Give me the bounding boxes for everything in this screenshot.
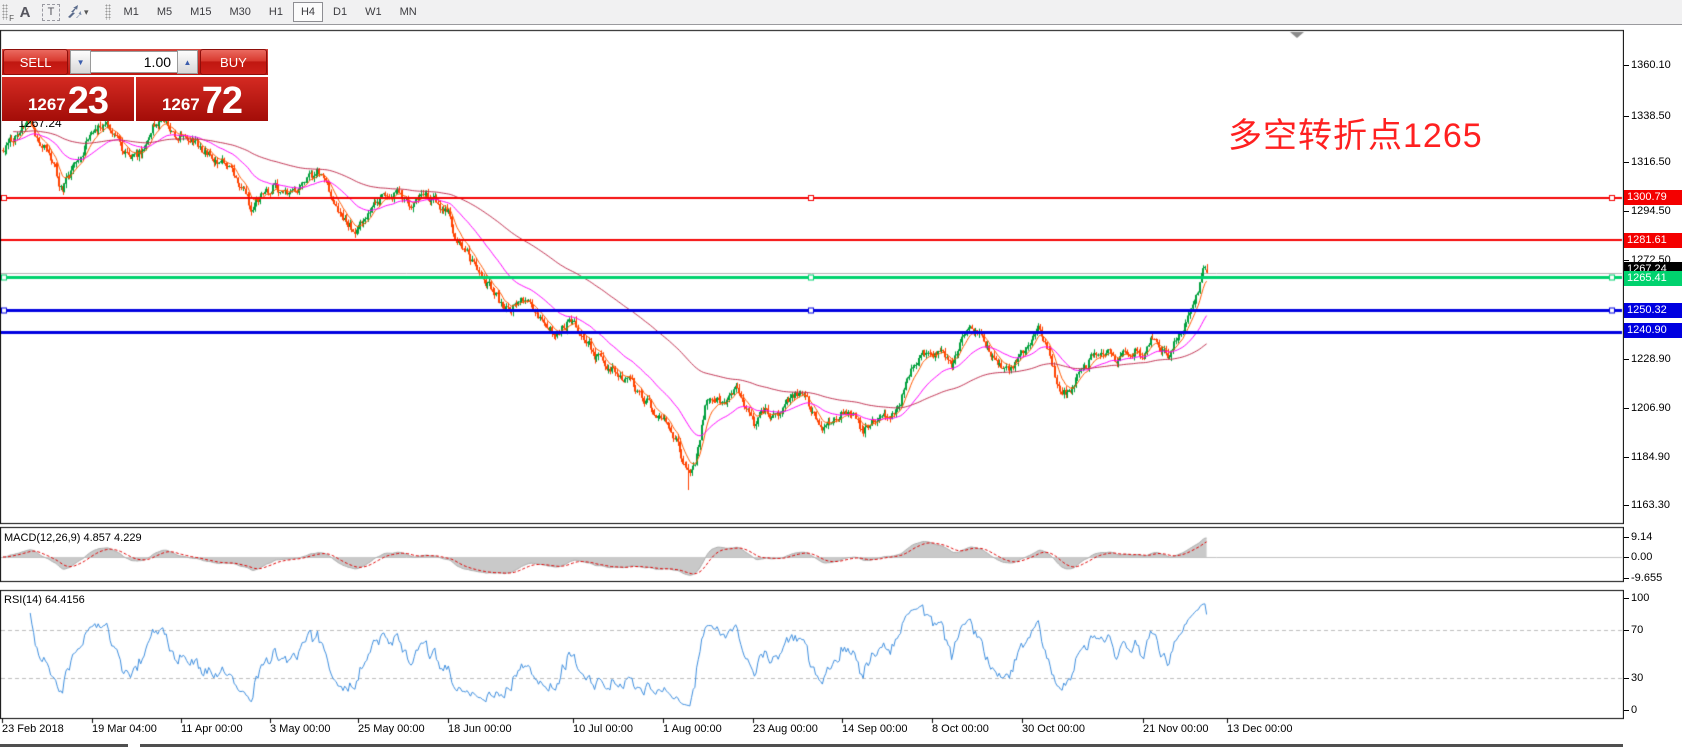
text-label-tool-icon[interactable]: A: [19, 3, 31, 21]
macd-tick-label: 0.00: [1631, 551, 1653, 563]
timeframe-button-group: M1 M5 M15 M30 H1 H4 D1 W1 MN: [115, 2, 426, 22]
macd-tick: [1624, 557, 1629, 558]
volume-decrease-button[interactable]: ▼: [70, 50, 92, 74]
macd-tick-label: -9.655: [1631, 572, 1663, 584]
price-tick: [1624, 260, 1629, 261]
arrows-tool-icon[interactable]: ▾: [66, 2, 89, 22]
time-label: 10 Jul 00:00: [573, 723, 633, 735]
time-label: 11 Apr 00:00: [181, 723, 243, 735]
rsi-tick: [1624, 630, 1629, 631]
timeframe-button-M30[interactable]: M30: [229, 6, 251, 18]
time-label: 23 Feb 2018: [2, 723, 64, 735]
price-tick: [1624, 162, 1629, 163]
price-tick: [1624, 359, 1629, 360]
buy-button[interactable]: BUY: [199, 49, 268, 75]
time-label: 13 Dec 00:00: [1227, 723, 1293, 735]
spin-down-icon: ▼: [76, 57, 85, 67]
chart-text-annotation[interactable]: 多空转折点1265: [1228, 117, 1483, 155]
time-label: 14 Sep 00:00: [842, 723, 908, 735]
rsi-tick-label: 30: [1631, 672, 1644, 684]
rsi-tick-label: 70: [1631, 624, 1644, 636]
price-tick-label: 1338.50: [1631, 110, 1671, 122]
time-label: 30 Oct 00:00: [1022, 723, 1085, 735]
price-badge-1250.32: 1250.32: [1624, 302, 1682, 318]
price-tick: [1624, 116, 1629, 117]
one-click-trade-panel: SELL ▼ ▲ BUY 1267 23 1267 72: [2, 49, 268, 121]
price-badge-1240.90: 1240.90: [1624, 322, 1682, 338]
price-tick: [1624, 65, 1629, 66]
buy-price-box[interactable]: 1267 72: [135, 77, 268, 121]
trade-prices-row: 1267 23 1267 72: [2, 75, 268, 121]
timeframe-button-H4[interactable]: H4: [292, 2, 324, 22]
chevron-down-icon: ▾: [84, 6, 89, 17]
price-tick: [1624, 505, 1629, 506]
price-tick: [1624, 457, 1629, 458]
volume-increase-button[interactable]: ▲: [177, 50, 198, 74]
time-label: 18 Jun 00:00: [448, 723, 512, 735]
timeframe-button-W1[interactable]: W1: [365, 6, 382, 18]
time-label: 8 Oct 00:00: [932, 723, 989, 735]
timeframe-button-D1[interactable]: D1: [333, 6, 348, 18]
price-tick: [1624, 408, 1629, 409]
time-label: 23 Aug 00:00: [753, 723, 818, 735]
grid-f-icon: F: [9, 14, 14, 23]
volume-input[interactable]: [91, 51, 178, 73]
text-box-tool-icon[interactable]: T: [40, 2, 62, 22]
price-tick-label: 1294.50: [1631, 205, 1671, 217]
timeframe-button-M15[interactable]: M15: [190, 6, 212, 18]
time-axis[interactable]: 23 Feb 2018 19 Mar 04:00 11 Apr 00:00 3 May…: [0, 719, 1624, 744]
time-label: 25 May 00:00: [358, 723, 425, 735]
time-label: 19 Mar 04:00: [92, 723, 157, 735]
price-badge-1265.41: 1265.41: [1624, 270, 1682, 286]
macd-indicator-label: MACD(12,26,9) 4.857 4.229: [4, 532, 142, 544]
spin-up-icon: ▲: [183, 57, 192, 67]
macd-tick: [1624, 578, 1629, 579]
price-tick-label: 1163.30: [1631, 499, 1670, 511]
price-tick-label: 1228.90: [1631, 353, 1671, 365]
price-badge-1281.61: 1281.61: [1624, 232, 1682, 248]
toolbar-drag-handle-2[interactable]: [104, 4, 111, 20]
window-edge-strip: [0, 744, 128, 747]
price-tick-label: 1206.90: [1631, 402, 1671, 414]
price-tick-label: 1316.50: [1631, 156, 1671, 168]
rsi-tick-label: 100: [1631, 592, 1650, 604]
price-tick: [1624, 211, 1629, 212]
buy-price-big: 1267: [161, 95, 200, 114]
price-tick-label: 1360.10: [1631, 59, 1671, 71]
timeframe-button-M5[interactable]: M5: [156, 6, 173, 18]
rsi-indicator-label: RSI(14) 64.4156: [4, 594, 85, 606]
price-tick-label: 1184.90: [1631, 451, 1670, 463]
price-axis[interactable]: 1360.10 1338.50 1316.50 1294.50 1272.50 1228.…: [1624, 29, 1682, 729]
macd-tick-label: 9.14: [1631, 531, 1653, 543]
timeframe-button-H1[interactable]: H1: [268, 6, 283, 18]
timeframe-button-M1[interactable]: M1: [123, 6, 139, 18]
buy-price-pips: 72: [201, 80, 243, 122]
time-label: 3 May 00:00: [270, 723, 331, 735]
window-edge-strip: [140, 744, 1623, 747]
toolbar-drag-handle[interactable]: F: [2, 4, 14, 23]
macd-tick: [1624, 537, 1629, 538]
time-label: 1 Aug 00:00: [663, 723, 722, 735]
price-chart-canvas[interactable]: [0, 29, 1624, 729]
sell-price-pips: 23: [67, 80, 109, 122]
arrows-icon: [68, 5, 82, 18]
rsi-tick: [1624, 598, 1629, 599]
trade-controls-row: SELL ▼ ▲ BUY: [2, 49, 268, 75]
time-label: 21 Nov 00:00: [1143, 723, 1209, 735]
rsi-tick: [1624, 710, 1629, 711]
sell-price-big: 1267: [27, 95, 66, 114]
top-toolbar: F A T ▾ M1 M5 M15 M30 H1 H4 D1 W1 MN: [0, 0, 1682, 25]
rsi-tick: [1624, 678, 1629, 679]
rsi-tick-label: 0: [1631, 704, 1638, 716]
sell-button[interactable]: SELL: [3, 49, 69, 75]
timeframe-button-MN[interactable]: MN: [399, 6, 417, 18]
price-badge-1300.79: 1300.79: [1624, 189, 1682, 205]
sell-price-box[interactable]: 1267 23: [2, 77, 135, 121]
